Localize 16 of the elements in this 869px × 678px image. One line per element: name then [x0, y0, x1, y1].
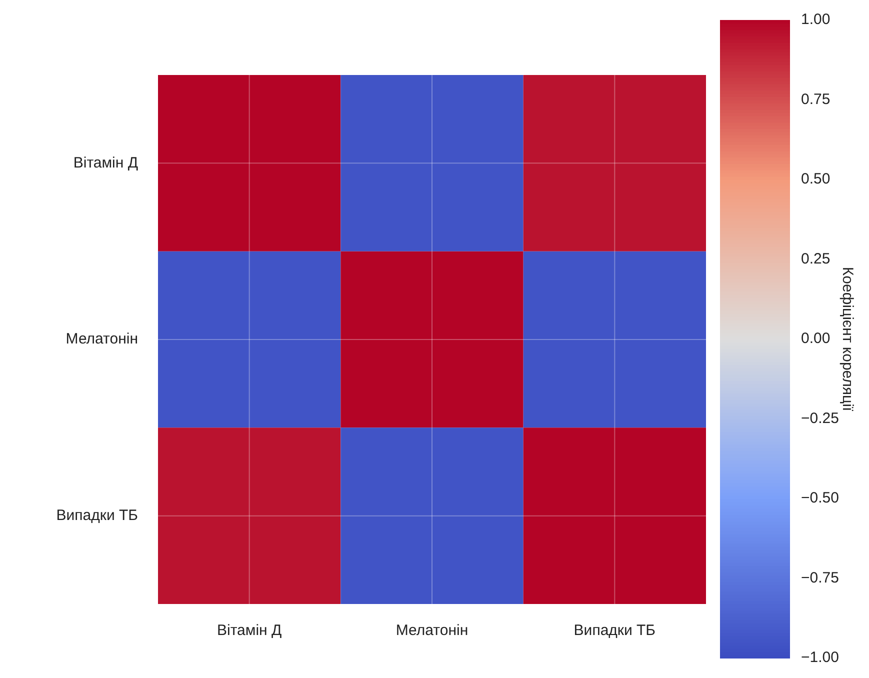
- color-bar-label: 0.50: [801, 170, 830, 188]
- color-bar-label: −1.00: [801, 649, 839, 666]
- y-tick-label: Випадки ТБ: [56, 506, 138, 524]
- color-bar-label: −0.50: [801, 490, 839, 507]
- color-bar-label: −0.75: [801, 569, 839, 586]
- x-tick-label: Вітамін Д: [217, 622, 282, 640]
- x-tick-label: Випадки ТБ: [574, 622, 656, 640]
- color-bar-title: Коефіцієнт кореляції: [838, 266, 856, 412]
- color-bar-label: 0.75: [801, 90, 830, 108]
- color-bar-label: −0.25: [801, 410, 839, 427]
- color-bar-label: 1.00: [801, 11, 830, 28]
- color-bar-label: 0.25: [801, 250, 830, 268]
- y-tick-label: Мелатонін: [66, 330, 138, 348]
- y-tick-label: Вітамін Д: [73, 154, 138, 172]
- color-bar-label: 0.00: [801, 330, 830, 348]
- x-tick-label: Мелатонін: [396, 622, 468, 640]
